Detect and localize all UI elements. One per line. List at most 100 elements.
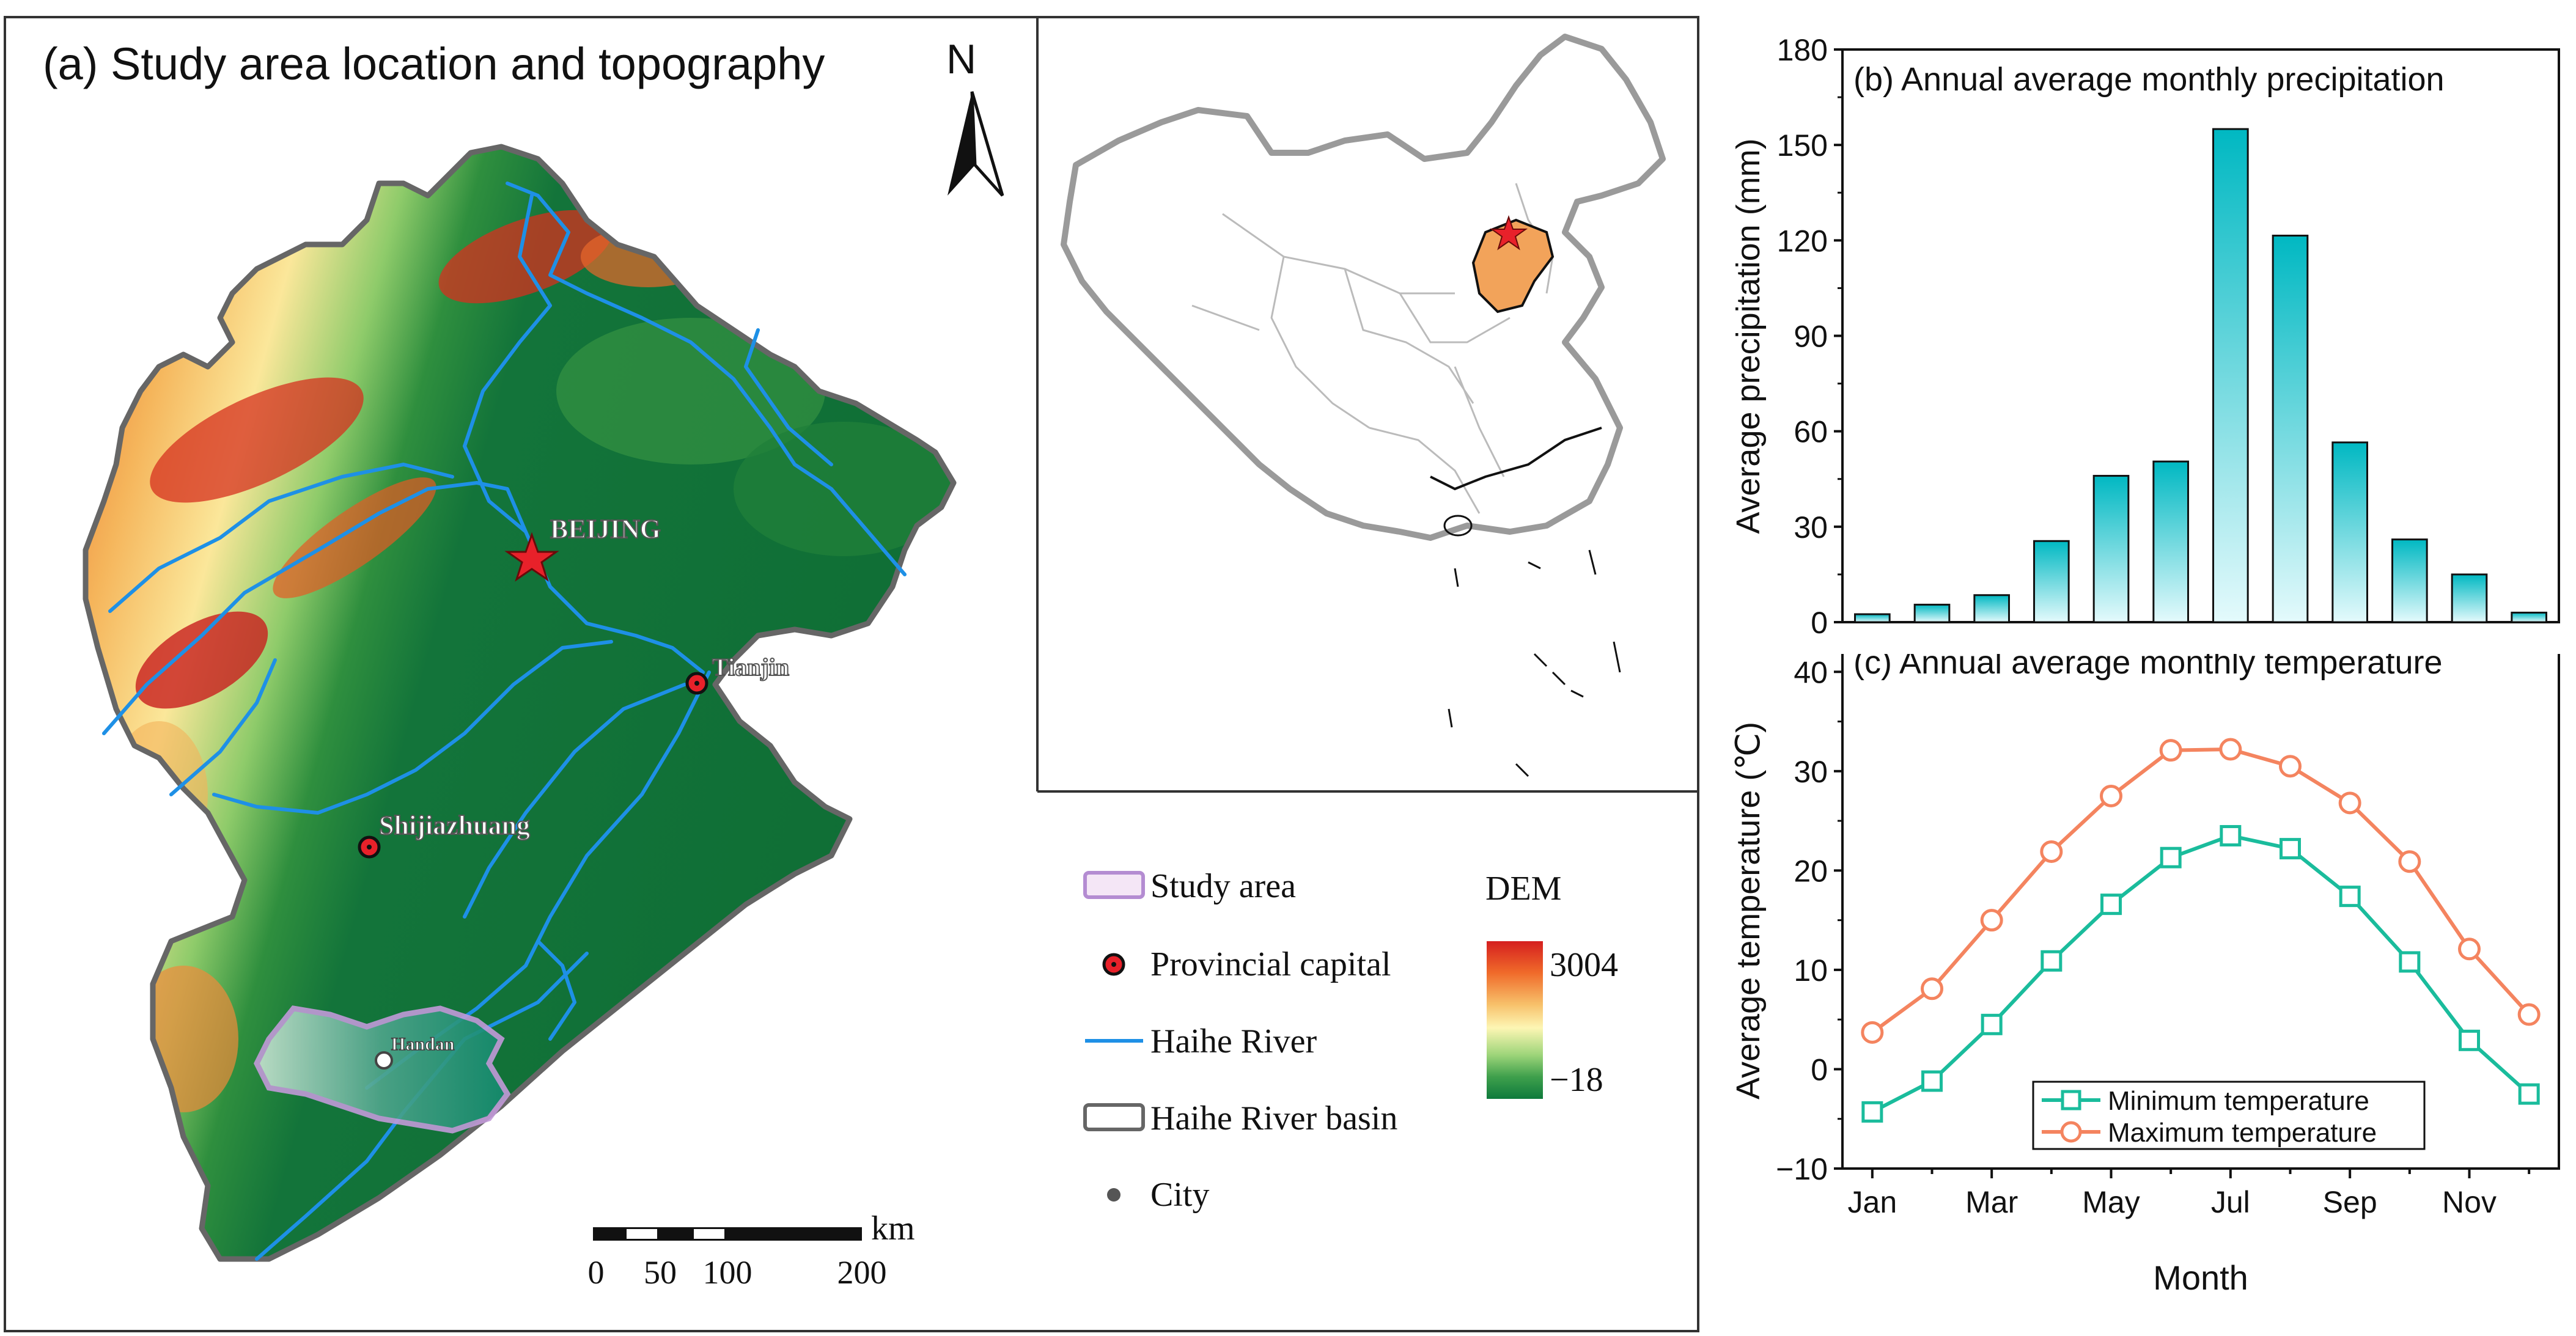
precip-bar-aug	[2272, 235, 2309, 623]
temp-line-max	[1871, 747, 2531, 1034]
precip-bar-jan	[1854, 613, 1891, 623]
temp-y-tick-label: 20	[1794, 854, 1828, 888]
map-title: (a) Study area location and topography	[43, 39, 825, 89]
temp-point-min	[2280, 838, 2301, 860]
temp-point-min	[1921, 1070, 1943, 1092]
temp-point-min	[2399, 951, 2421, 973]
temp-y-label: Average temperature (℃)	[1730, 722, 1767, 1099]
city-shijiazhuang: Shijiazhuang	[358, 810, 531, 859]
temp-point-min	[2160, 846, 2182, 868]
temp-x-tick-label: May	[2082, 1185, 2140, 1219]
temp-legend: Minimum temperature Maximum temperature	[2032, 1081, 2426, 1150]
temp-point-max	[2159, 739, 2182, 762]
city-label-shijiazhuang: Shijiazhuang	[379, 810, 530, 840]
precip-bar-may	[2092, 475, 2130, 623]
city-handan: Handan	[375, 1033, 455, 1070]
legend-swatch-basin	[1083, 1103, 1145, 1131]
inset-star-icon	[1489, 215, 1528, 251]
legend-city-icon	[1107, 1188, 1121, 1202]
precip-plot-frame	[1841, 48, 2560, 623]
capital-star-icon	[504, 532, 559, 582]
precip-bar-mar	[1973, 594, 2010, 623]
city-label-handan: Handan	[391, 1034, 455, 1054]
temp-point-min	[2518, 1083, 2540, 1105]
dem-max-label: 3004	[1550, 946, 1618, 984]
temp-series	[1861, 738, 2541, 1123]
dem-min-label: −18	[1550, 1061, 1603, 1099]
precip-y-tick-label: 60	[1794, 415, 1828, 449]
scale-unit: km	[871, 1209, 915, 1247]
temp-point-max	[2219, 738, 2242, 761]
temp-point-max	[2338, 791, 2361, 815]
precip-bars	[1854, 128, 2547, 623]
scale-bar: km 0 50 100 200	[588, 1209, 915, 1291]
china-outline	[1061, 34, 1666, 541]
precip-y-tick-label: 150	[1777, 128, 1828, 163]
precip-bar-jul	[2212, 128, 2249, 623]
city-tianjin: Tianjin	[685, 653, 790, 695]
dem-title: DEM	[1485, 870, 1561, 908]
legend-max-marker-icon	[2060, 1121, 2082, 1143]
legend-label-haihe-river: Haihe River	[1150, 1022, 1317, 1060]
legend-label-haihe-basin: Haihe River basin	[1150, 1099, 1397, 1137]
city-label-beijing: BEIJING	[550, 514, 661, 544]
south-china-sea-islands	[1448, 549, 1621, 777]
hainan-island	[1443, 515, 1473, 537]
temp-plot-frame	[1841, 654, 2560, 1170]
precip-bar-apr	[2033, 540, 2070, 623]
temp-x-label: Month	[2153, 1258, 2248, 1297]
precip-y-tick-label: 120	[1777, 224, 1828, 258]
temp-x-tick-label: Jul	[2211, 1185, 2250, 1219]
temp-point-min	[2100, 894, 2122, 916]
legend-min-label: Minimum temperature	[2108, 1086, 2369, 1116]
north-arrow-icon: N	[946, 36, 1004, 197]
precip-y-label: Average precipitation (mm)	[1730, 138, 1767, 534]
temp-x-tick-label: Jan	[1848, 1185, 1897, 1219]
temp-point-max	[2517, 1003, 2541, 1026]
city-beijing: BEIJING	[504, 513, 661, 582]
temp-point-max	[2458, 938, 2481, 961]
china-inset-map	[1061, 34, 1666, 777]
temp-y-tick-label: 10	[1794, 953, 1828, 988]
temp-point-min	[2459, 1029, 2480, 1051]
legend-swatch-study-area	[1083, 871, 1145, 899]
temp-x-tick-label: Nov	[2442, 1185, 2497, 1219]
precip-bar-feb	[1913, 603, 1951, 623]
precip-y-tick-label: 90	[1794, 320, 1828, 354]
temp-point-min	[1981, 1013, 2003, 1035]
coastline-south	[1430, 427, 1602, 491]
inset-study-region	[1471, 218, 1555, 314]
temperature-chart: −10 0 10 20 30 40 Jan Mar May Jul Sep Nov (c) Annu…	[1730, 654, 2560, 1297]
precip-y-tick-label: 0	[1811, 606, 1828, 640]
legend-min-marker-icon	[2061, 1090, 2081, 1110]
temp-point-max	[2398, 850, 2421, 873]
temp-point-min	[2041, 950, 2063, 972]
scale-label-50: 50	[644, 1254, 677, 1291]
temp-point-max	[1861, 1021, 1884, 1044]
scale-label-200: 200	[837, 1254, 887, 1291]
temp-point-min	[1861, 1101, 1883, 1123]
temp-y-tick-label: 0	[1811, 1052, 1828, 1087]
scale-label-0: 0	[588, 1254, 605, 1291]
legend-label-city: City	[1150, 1176, 1209, 1214]
study-area-polygon	[253, 1005, 511, 1134]
temp-line-min	[1871, 834, 2531, 1114]
temp-point-max	[1921, 977, 1943, 1000]
temp-y-axis: −10 0 10 20 30 40	[1776, 655, 1842, 1186]
temp-x-tick-label: Mar	[1965, 1185, 2018, 1219]
temp-point-max	[2100, 784, 2122, 807]
city-label-tianjin: Tianjin	[712, 653, 789, 681]
precip-bar-dec	[2511, 611, 2547, 623]
scale-label-100: 100	[703, 1254, 753, 1291]
legend-max-label: Maximum temperature	[2108, 1118, 2377, 1148]
temp-legend-box	[2032, 1081, 2426, 1150]
precip-y-tick-label: 180	[1777, 33, 1828, 67]
temp-x-axis: Jan Mar May Jul Sep Nov	[1848, 1169, 2531, 1219]
legend-label-provincial-capital: Provincial capital	[1150, 945, 1391, 983]
precip-title: (b) Annual average monthly precipitation	[1853, 61, 2445, 98]
temp-y-tick-label: 40	[1794, 655, 1828, 689]
precipitation-chart: 0 30 60 90 120 150 180 (b) Annual average mont…	[1730, 33, 2560, 640]
temp-y-tick-label: 30	[1794, 755, 1828, 789]
north-label: N	[946, 36, 976, 83]
legend-label-study-area: Study area	[1150, 867, 1296, 905]
